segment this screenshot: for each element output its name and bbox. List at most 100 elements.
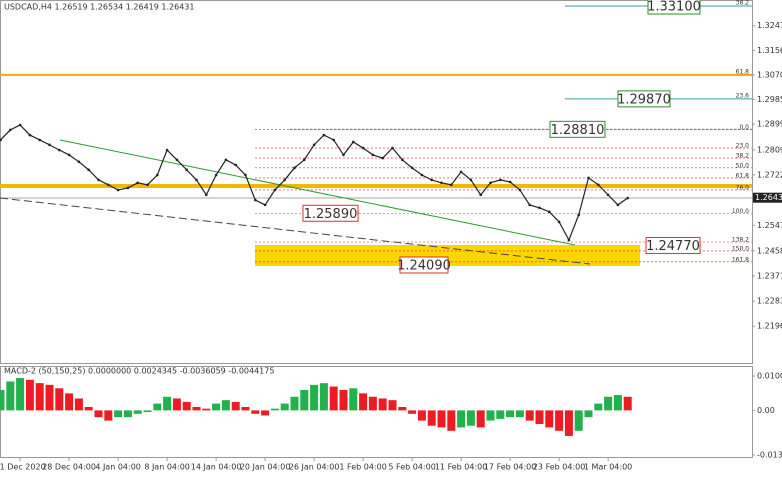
fib-label: 23.6 <box>736 92 750 99</box>
macd-panel <box>0 366 753 458</box>
macd-bar <box>417 410 426 421</box>
trend-line <box>59 139 576 246</box>
price-point <box>126 186 130 190</box>
price-point <box>214 173 218 177</box>
fib-label: 50.0 <box>736 162 750 169</box>
price-point <box>116 188 120 192</box>
last-price-box <box>753 192 782 203</box>
macd-bar <box>45 384 54 411</box>
price-point <box>273 188 277 192</box>
x-tick-label: 14 Jan 04:00 <box>191 463 242 472</box>
level-box <box>399 256 449 274</box>
price-point <box>322 133 326 137</box>
price-point <box>557 220 561 224</box>
price-point <box>28 133 32 137</box>
trend-line <box>0 197 591 265</box>
y-tick-label: 1.32415 <box>757 21 782 30</box>
level-label: 1.28810 <box>551 123 605 138</box>
price-point <box>597 183 600 187</box>
price-point <box>195 178 198 182</box>
y-tick-label: 1.22830 <box>757 297 782 306</box>
price-point <box>0 138 2 142</box>
macd-bar <box>300 389 309 411</box>
macd-bar <box>437 410 446 428</box>
level-box <box>549 120 606 138</box>
macd-bar <box>349 388 358 411</box>
level-box <box>302 204 359 222</box>
y-tick-label: 1.23710 <box>757 271 782 280</box>
macd-title: MACD-2 (50,150,25) 0.0000000 0.0024345 -… <box>4 367 274 376</box>
chart-title: USDCAD,H4 1.26519 1.26534 1.26419 1.2643… <box>4 3 194 12</box>
macd-bar <box>55 388 64 411</box>
x-tick-label: 20 Jan 04:00 <box>240 463 291 472</box>
price-point <box>67 153 71 157</box>
macd-bar <box>270 408 279 411</box>
price-point <box>234 163 237 167</box>
macd-bar <box>6 381 15 411</box>
macd-bar <box>25 379 34 411</box>
price-point <box>146 183 149 187</box>
macd-bar <box>515 410 524 418</box>
macd-bar <box>202 408 211 411</box>
price-line <box>0 124 629 242</box>
macd-bar <box>319 383 328 411</box>
fib-label: 61.8 <box>736 172 750 179</box>
macd-bar <box>172 398 181 411</box>
x-tick-label: 1 Mar 04:00 <box>584 463 632 472</box>
y-tick-label: 1.28095 <box>757 145 782 154</box>
price-point <box>489 181 492 185</box>
price-point <box>332 138 336 142</box>
x-tick-label: 21 Dec 2020 <box>0 463 46 472</box>
macd-bar <box>35 383 44 411</box>
x-tick-label: 11 Feb 04:00 <box>435 463 487 472</box>
level-box <box>647 0 701 15</box>
price-point <box>165 148 169 152</box>
y-tick-label: 1.24585 <box>757 246 782 255</box>
fib-label: 161.8 <box>732 256 749 263</box>
macd-bar <box>290 396 299 411</box>
level-label: 1.33100 <box>647 0 701 15</box>
price-point <box>38 138 41 142</box>
price-point <box>156 173 159 177</box>
level-label: 1.24770 <box>646 239 700 254</box>
macd-bar <box>280 403 289 411</box>
price-point <box>58 148 61 152</box>
macd-bar <box>310 384 319 411</box>
macd-bar <box>623 396 632 411</box>
price-point <box>420 173 424 177</box>
price-point <box>293 166 296 170</box>
price-point <box>352 140 355 144</box>
price-point <box>244 173 247 177</box>
macd-bar <box>447 410 456 431</box>
macd-bar <box>574 410 583 431</box>
level-label: 1.29870 <box>617 92 671 107</box>
level-label: 1.25890 <box>304 207 358 222</box>
macd-bar <box>506 410 515 418</box>
price-point <box>606 193 610 197</box>
fib-label: 38.2 <box>736 0 750 7</box>
macd-bar <box>359 393 368 411</box>
price-point <box>254 198 257 202</box>
macd-bar <box>368 396 377 411</box>
x-tick-label: 26 Jan 04:00 <box>289 463 340 472</box>
price-point <box>410 166 414 170</box>
main-panel <box>0 0 753 364</box>
price-point <box>87 168 90 172</box>
y-tick-label: 1.25470 <box>757 221 782 230</box>
price-point <box>567 238 571 242</box>
y-tick-label: 1.29850 <box>757 95 782 104</box>
macd-bar <box>261 410 270 416</box>
y-tick-label: 1.31560 <box>757 46 782 55</box>
macd-bar <box>466 410 475 426</box>
macd-bar <box>65 393 74 411</box>
price-point <box>175 158 179 162</box>
macd-bar <box>457 410 466 428</box>
price-point <box>450 183 453 187</box>
y-tick-label: 0.00 <box>757 406 775 415</box>
macd-bar <box>408 410 417 414</box>
macd-bar <box>604 396 613 411</box>
y-tick-label: 0.0100993 <box>757 372 782 381</box>
macd-bar <box>241 406 250 411</box>
price-point <box>587 176 590 180</box>
macd-bar <box>339 389 348 411</box>
